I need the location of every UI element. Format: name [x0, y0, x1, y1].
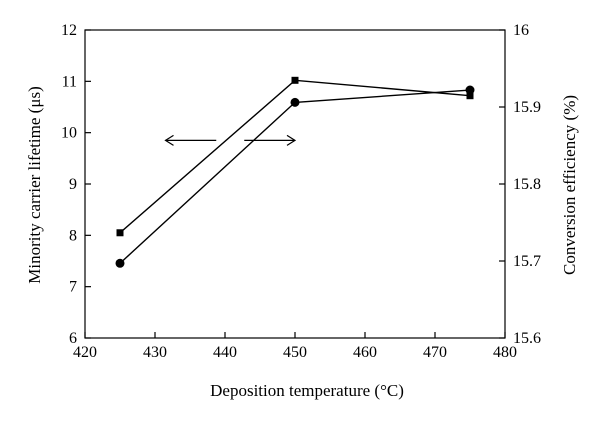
x-tick-label: 480: [493, 344, 517, 361]
y-right-tick-label: 15.8: [513, 176, 541, 193]
y-right-tick-label: 16: [513, 22, 529, 39]
y-right-tick-label: 15.7: [513, 253, 541, 270]
y-left-tick-label: 9: [69, 176, 77, 193]
data-point-square: [466, 92, 474, 100]
y-left-tick-label: 6: [69, 330, 77, 347]
data-point-circle: [115, 258, 125, 268]
y-axis-label-right: Conversion efficiency (%): [560, 95, 579, 275]
y-left-tick-label: 8: [69, 227, 77, 244]
annotation-arrowhead-right: [286, 134, 297, 146]
plot-frame: [84, 29, 506, 339]
y-left-tick-label: 12: [61, 22, 77, 39]
data-point-square: [291, 76, 299, 84]
x-tick-label: 460: [353, 344, 377, 361]
y-right-tick-label: 15.6: [513, 330, 541, 347]
x-tick-label: 440: [213, 344, 237, 361]
x-axis-label: Deposition temperature (°C): [210, 381, 404, 400]
x-tick-label: 430: [143, 344, 167, 361]
x-tick-label: 420: [73, 344, 97, 361]
y-right-tick-label: 15.9: [513, 99, 541, 116]
x-tick-label: 450: [283, 344, 307, 361]
series-layer: [115, 76, 475, 268]
data-point-circle: [465, 85, 475, 95]
data-point-circle: [290, 97, 300, 107]
y-axis-label-left: Minority carrier lifetime (μs): [25, 86, 44, 283]
axis-ticks: 420 430 440 450 460 470 480 6 7 8 9 10 11 12 15.6 15.7 1…: [61, 22, 541, 361]
y-left-tick-label: 11: [62, 73, 77, 90]
x-tick-label: 470: [423, 344, 447, 361]
series-line-efficiency: [119, 89, 471, 264]
y-left-tick-label: 7: [69, 279, 77, 296]
data-point-square: [116, 229, 124, 237]
plot-border: [84, 29, 506, 339]
y-left-tick-label: 10: [61, 125, 77, 142]
annotation-arrowhead-left: [164, 134, 174, 146]
annotation-layer: [164, 134, 297, 146]
